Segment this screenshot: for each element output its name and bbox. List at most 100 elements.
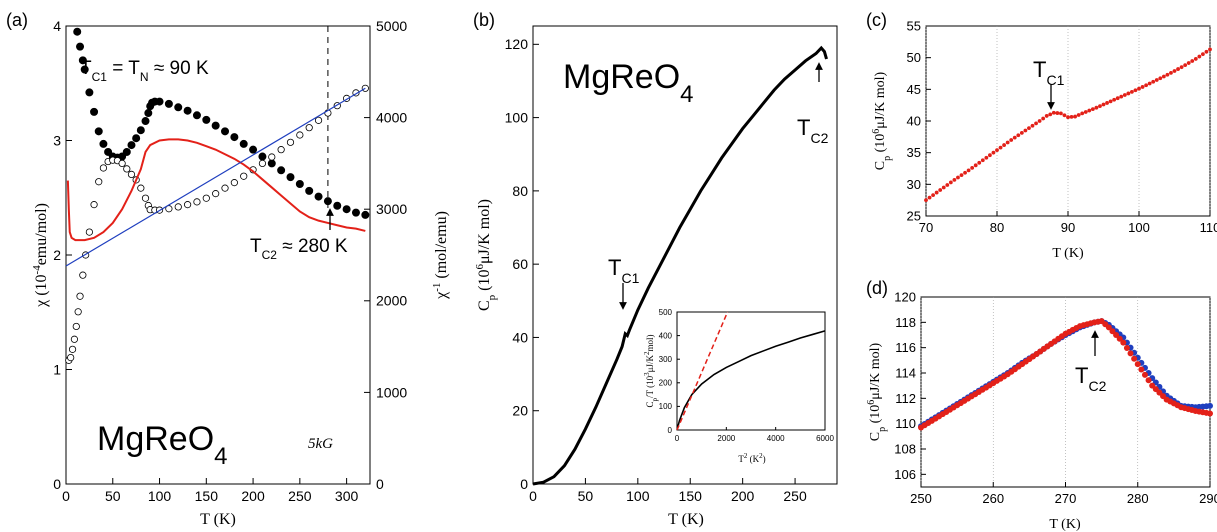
y-ticks-c: 25 30 35 40 45 50 55 bbox=[907, 19, 931, 224]
chi-data-point bbox=[267, 159, 276, 168]
cp-data-point-c bbox=[1076, 113, 1081, 117]
series-group-a bbox=[65, 27, 370, 364]
y-b-tick-label: 80 bbox=[512, 183, 528, 199]
chi-data-point bbox=[239, 139, 248, 148]
panel-b: (b) 0 50 100 150 200 250 0 20 40 60 80 100 120 T (K… bbox=[473, 10, 838, 528]
cp-data-point-c bbox=[1048, 112, 1053, 117]
cp-data-point-c bbox=[963, 170, 967, 175]
cp-data-point-c bbox=[1023, 128, 1028, 133]
y-d-tick-label: 106 bbox=[894, 467, 916, 482]
cp-data-point-c bbox=[1041, 116, 1046, 121]
cp-data-point-c bbox=[934, 190, 939, 195]
y-inset-tick-label: 300 bbox=[659, 355, 673, 364]
y-left-a-tick-label: 1 bbox=[53, 361, 61, 377]
y-b-tick-label: 60 bbox=[512, 256, 528, 272]
y-b-tick-label: 120 bbox=[505, 36, 529, 52]
cp-data-point-c bbox=[924, 198, 928, 203]
cp-data-point-c bbox=[1190, 59, 1195, 63]
x-d-tick-label: 270 bbox=[1055, 491, 1077, 506]
y-d-tick-label: 108 bbox=[894, 442, 916, 457]
y-d-tick-label: 116 bbox=[895, 340, 916, 355]
chi-data-point bbox=[94, 127, 103, 136]
cp-data-point-c bbox=[952, 178, 957, 182]
cp-data-point-c bbox=[1062, 113, 1067, 118]
inverse-chi-data-point bbox=[85, 228, 93, 236]
cp-data-point-c bbox=[980, 158, 985, 163]
x-ticks-d: 250 260 270 280 290 bbox=[910, 482, 1217, 506]
x-c-tick-label: 110 bbox=[1200, 220, 1217, 235]
y-left-a-tick-label: 3 bbox=[53, 132, 61, 148]
y-right-a-tick-label: 3000 bbox=[376, 201, 407, 217]
compound-label-b: MgReO4 bbox=[563, 58, 694, 108]
x-b-tick-label: 150 bbox=[679, 488, 703, 504]
cp-data-point-c bbox=[1059, 111, 1063, 116]
chi-data-point bbox=[286, 173, 295, 182]
x-axis-label-a: T (K) bbox=[200, 511, 236, 528]
cp-data-point-c bbox=[1161, 74, 1166, 79]
cp-data-point-c bbox=[1037, 119, 1042, 123]
chi-data-point bbox=[99, 139, 108, 148]
y-left-a-tick-label: 4 bbox=[53, 18, 61, 34]
x-axis-label-b: T (K) bbox=[668, 511, 704, 528]
y-ticks-right-a: 0 1000 2000 3000 4000 5000 bbox=[364, 18, 407, 492]
x-axis-label-c: T (K) bbox=[1052, 246, 1084, 261]
inverse-chi-data-point bbox=[99, 164, 108, 172]
cp-data-point-c bbox=[931, 193, 935, 198]
series-group-d bbox=[918, 318, 1213, 431]
chi-data-point bbox=[78, 56, 87, 65]
inverse-chi-data-point bbox=[314, 116, 323, 124]
inverse-chi-data-point bbox=[72, 322, 80, 331]
inverse-chi-data-point bbox=[141, 194, 150, 202]
chi-data-point bbox=[192, 111, 201, 120]
cp-data-point-red bbox=[1127, 350, 1134, 357]
inverse-chi-data-point bbox=[202, 194, 210, 202]
inverse-chi-data-point bbox=[123, 165, 131, 173]
cp-data-point-c bbox=[1154, 78, 1159, 82]
x-ticks-c: 70 80 90 100 110 bbox=[919, 211, 1217, 235]
y-axis-label-d: Cp (106μJ/K mol) bbox=[866, 342, 888, 441]
panel-label-a: (a) bbox=[6, 10, 28, 30]
inverse-chi-data-point bbox=[193, 198, 201, 206]
cp-data-point-c bbox=[1051, 110, 1056, 115]
chi-data-point bbox=[221, 127, 230, 136]
inverse-chi-data-point bbox=[74, 308, 82, 316]
y-right-a-tick-label: 5000 bbox=[376, 18, 407, 34]
cp-data-point-c bbox=[966, 168, 971, 173]
cp-data-point-c bbox=[1201, 52, 1205, 57]
x-b-tick-label: 0 bbox=[529, 488, 537, 504]
tc2-annotation-b: TC2 bbox=[797, 115, 829, 146]
chi-data-point bbox=[132, 134, 141, 143]
x-b-tick-label: 250 bbox=[783, 488, 807, 504]
cp-data-point-c bbox=[1112, 97, 1117, 102]
panel-c: (c) 70 80 90 100 110 25 30 35 40 45 50 55 T (K) Cp… bbox=[866, 10, 1217, 261]
cp-data-point-c bbox=[956, 175, 960, 180]
tc1-annotation-b: TC1 bbox=[608, 255, 640, 286]
chi-data-point bbox=[155, 97, 164, 106]
chi-data-point bbox=[80, 65, 89, 74]
plot-frame-c bbox=[925, 25, 1211, 217]
cp-data-point-c bbox=[1208, 47, 1212, 52]
inverse-chi-data-point bbox=[137, 184, 145, 192]
cp-data-point-c bbox=[1066, 115, 1070, 120]
x-ticks-a: 0 50 100 150 200 250 300 bbox=[62, 478, 359, 504]
y-c-tick-label: 35 bbox=[907, 145, 921, 160]
inverse-chi-data-point bbox=[127, 170, 136, 178]
chi-data-point bbox=[174, 103, 183, 112]
x-axis-label-inset: T2 (K2) bbox=[738, 452, 765, 464]
chi-data-point bbox=[144, 109, 153, 118]
chi-data-point bbox=[104, 147, 113, 156]
cp-data-point-c bbox=[998, 145, 1003, 150]
cp-data-point-red bbox=[1141, 371, 1148, 378]
y-axis-label-c: Cp (106μJ/K mol) bbox=[871, 71, 893, 170]
cp-data-point-c bbox=[1009, 138, 1014, 142]
inverse-chi-data-point bbox=[79, 271, 87, 279]
cp-data-point-c bbox=[1179, 65, 1184, 70]
cp-data-point-c bbox=[1005, 140, 1010, 145]
cp-data-point-red bbox=[1207, 410, 1213, 417]
cp-data-point-red bbox=[1105, 324, 1112, 331]
y-b-tick-label: 100 bbox=[505, 110, 529, 126]
cp-data-point-c bbox=[1094, 105, 1099, 110]
cp-data-point-c bbox=[1073, 114, 1077, 119]
cp-data-point-c bbox=[1147, 81, 1152, 86]
tc1-annotation-c: TC1 bbox=[1033, 57, 1065, 88]
